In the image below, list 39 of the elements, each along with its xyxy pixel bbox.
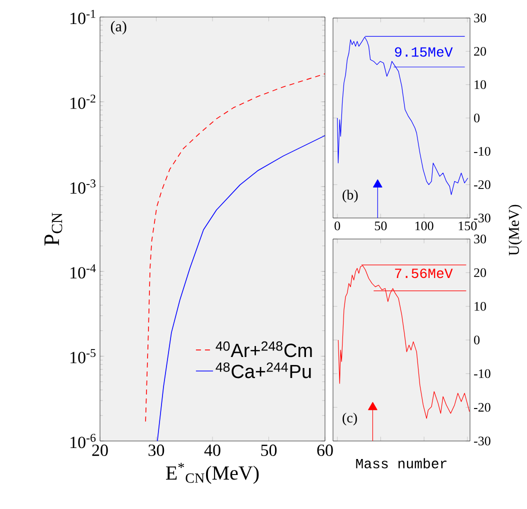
y-tick-label: 10$^{-2}$ (70, 94, 96, 109)
text: (c) (342, 412, 357, 426)
x-tick-label: 0 (334, 222, 340, 230)
y-tick-label: 10 (474, 80, 486, 90)
y-tick-label: 10$^{-5}$ (70, 349, 96, 364)
x-tick-label: 40 (204, 444, 220, 456)
y-tick-label: 10$^{-4}$ (70, 264, 96, 279)
y-tick-label: 20 (474, 46, 486, 56)
y-tick-label: 0 (474, 336, 480, 344)
y-tick-label: 20 (474, 268, 486, 278)
x-tick-label: 150 (458, 222, 477, 230)
legend-label: $^{48}$Ca+$^{244}$Pu (216, 362, 311, 378)
x-tick-label: 30 (148, 444, 164, 456)
y-tick-label: 30 (474, 14, 486, 22)
y-tick-label: -30 (474, 436, 490, 446)
y-axis-title: U(MeV) (508, 204, 522, 256)
y-tick-label: -20 (474, 402, 490, 412)
legend-label: $^{40}$Ar+$^{248}$Cm (216, 341, 312, 358)
x-axis-title: Mass number (356, 458, 446, 468)
y-tick-label: 10 (474, 302, 486, 311)
y-tick-label: -20 (474, 180, 490, 190)
x-tick-label: 100 (415, 222, 434, 230)
y-tick-label: 10$^{-3}$ (70, 179, 96, 194)
x-tick-label: 60 (317, 444, 333, 456)
y-tick-label: -10 (474, 369, 490, 378)
annotation: 7.56MeV (395, 268, 453, 278)
y-tick-label: 30 (474, 234, 486, 244)
y-tick-label: 0 (474, 114, 480, 122)
y-tick-label: -30 (474, 214, 490, 222)
x-axis-title: E$^{*}$$_{CN}$(MeV) (166, 462, 259, 484)
y-axis-title: P$_{CN}$ (44, 212, 62, 246)
x-tick-label: 20 (92, 444, 108, 456)
x-tick-label: 50 (261, 444, 277, 456)
chart-title: (a) (110, 20, 126, 34)
y-tick-label: 10$^{-1}$ (70, 10, 96, 24)
text: (b) (342, 190, 358, 202)
y-tick-label: -10 (474, 146, 490, 156)
x-tick-label: 50 (374, 222, 387, 230)
annotation: 9.15MeV (394, 47, 453, 57)
